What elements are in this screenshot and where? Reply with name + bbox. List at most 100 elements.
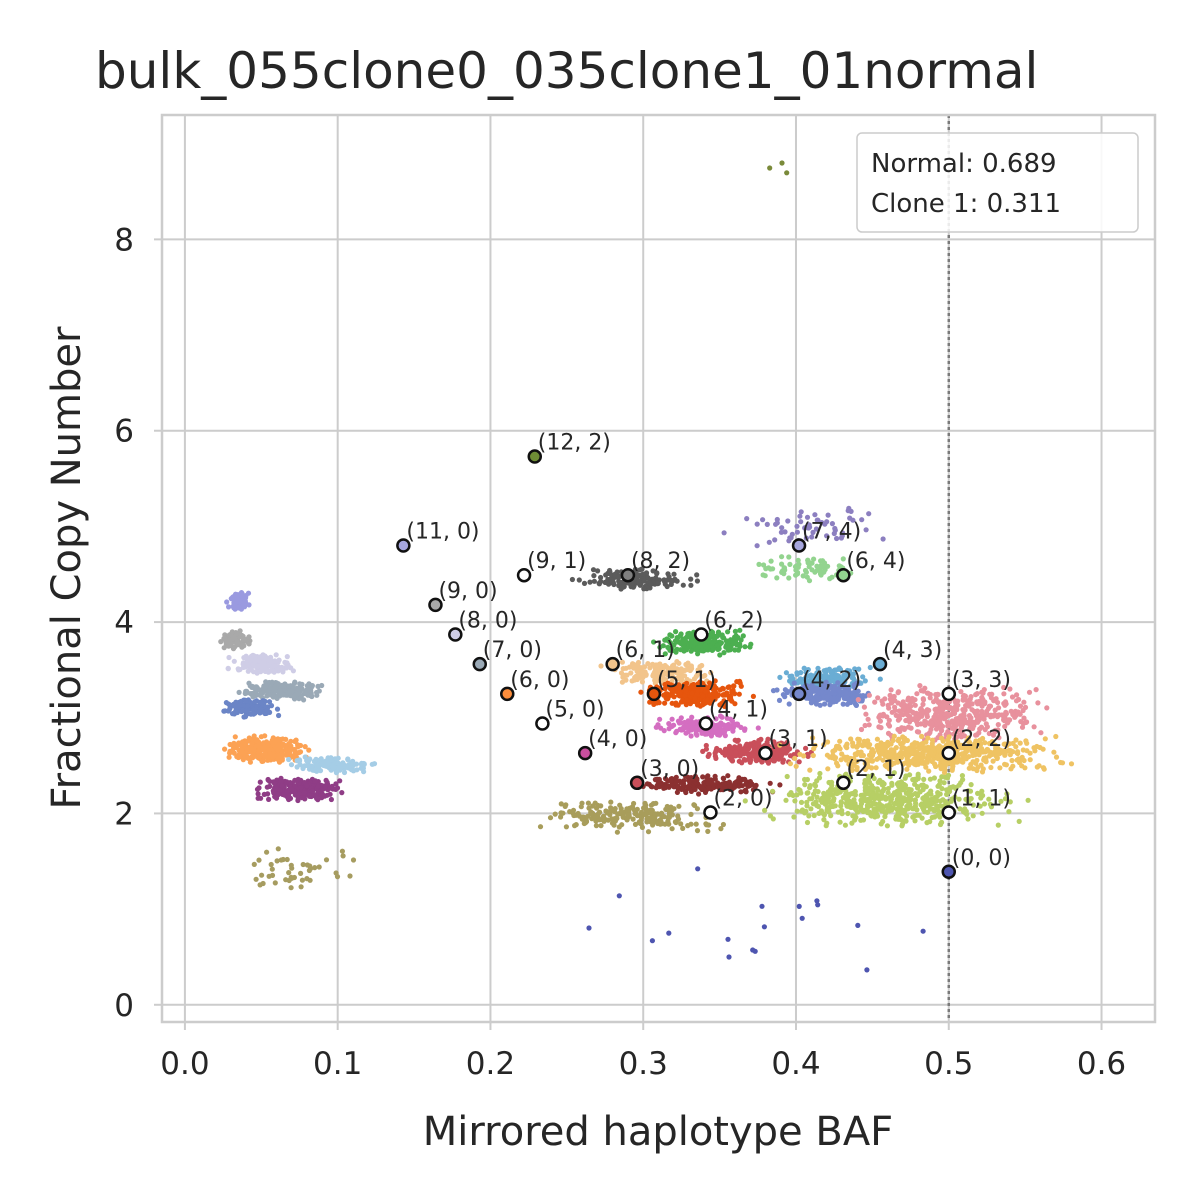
- data-point: [672, 638, 679, 644]
- data-point: [931, 699, 937, 705]
- data-point: [702, 672, 708, 679]
- data-point: [843, 791, 849, 798]
- data-point: [292, 783, 298, 789]
- data-point: [801, 665, 807, 671]
- data-point: [640, 571, 646, 577]
- cluster-center-label: (9, 0): [438, 579, 497, 604]
- data-point: [705, 828, 711, 835]
- data-point: [674, 675, 680, 681]
- data-point: [891, 733, 897, 739]
- data-point: [298, 884, 304, 890]
- data-point: [242, 599, 248, 605]
- data-point: [285, 793, 291, 799]
- data-point: [1002, 699, 1009, 705]
- data-point: [669, 671, 675, 677]
- data-point: [1017, 711, 1023, 717]
- data-point: [284, 665, 290, 671]
- data-point: [678, 647, 684, 653]
- data-point: [694, 732, 700, 738]
- data-point: [700, 774, 706, 780]
- cluster-center-marker: [836, 567, 851, 583]
- data-point: [315, 783, 321, 789]
- data-point: [684, 676, 690, 683]
- data-point: [254, 737, 260, 743]
- data-point: [804, 683, 810, 689]
- data-point: [760, 572, 766, 578]
- data-point: [1014, 692, 1020, 698]
- cluster-center-label: (8, 0): [458, 609, 517, 634]
- data-point: [750, 693, 757, 700]
- data-point: [312, 767, 318, 774]
- data-point: [908, 787, 914, 793]
- data-point: [965, 703, 971, 709]
- data-point: [815, 803, 822, 810]
- data-point: [617, 802, 623, 808]
- data-point: [692, 695, 698, 701]
- data-point: [744, 516, 750, 522]
- data-point: [821, 742, 827, 748]
- data-point: [961, 713, 967, 719]
- data-point: [235, 666, 241, 672]
- data-point: [840, 556, 846, 562]
- data-point: [779, 554, 785, 560]
- data-point: [319, 682, 325, 689]
- cluster-center-marker: [448, 627, 463, 642]
- data-point: [694, 572, 700, 578]
- data-point: [865, 764, 871, 770]
- cluster-center-marker: [941, 745, 957, 761]
- data-point: [940, 707, 946, 713]
- data-point: [279, 752, 285, 758]
- data-point: [271, 780, 277, 786]
- data-point: [784, 170, 790, 176]
- data-point: [865, 716, 871, 722]
- data-point: [733, 745, 739, 751]
- data-point: [683, 688, 689, 694]
- data-point: [852, 751, 858, 757]
- data-point: [901, 787, 907, 793]
- data-point: [782, 529, 788, 535]
- data-point: [653, 800, 659, 806]
- data-point: [721, 650, 727, 656]
- data-point: [978, 795, 984, 801]
- data-point: [251, 699, 258, 705]
- data-point: [874, 743, 880, 749]
- data-point: [688, 636, 694, 642]
- data-point: [707, 643, 713, 649]
- data-point: [980, 700, 986, 706]
- data-point: [333, 770, 339, 776]
- data-point: [935, 699, 941, 706]
- data-point: [785, 518, 791, 524]
- cluster-center-label: (3, 3): [952, 668, 1011, 693]
- data-point: [1027, 757, 1033, 763]
- data-point: [653, 724, 659, 730]
- data-point: [911, 758, 917, 764]
- data-point: [635, 659, 642, 666]
- data-point: [593, 823, 600, 829]
- data-point: [804, 678, 811, 684]
- data-point: [247, 657, 253, 663]
- data-point: [284, 654, 290, 660]
- data-point: [659, 821, 665, 827]
- data-point: [986, 753, 993, 759]
- data-point: [256, 658, 262, 664]
- data-point: [664, 696, 670, 702]
- data-point: [712, 776, 718, 782]
- data-point: [717, 747, 723, 754]
- data-point: [843, 771, 849, 777]
- data-point: [683, 667, 689, 673]
- data-point: [259, 653, 265, 660]
- data-point: [798, 799, 805, 806]
- data-point: [910, 777, 916, 783]
- data-point: [241, 714, 247, 720]
- data-point: [907, 772, 913, 778]
- data-point: [688, 663, 695, 669]
- data-point: [824, 795, 830, 801]
- data-point: [962, 707, 968, 713]
- data-point: [244, 662, 250, 668]
- scatter-points: [218, 160, 1075, 973]
- data-point: [989, 739, 995, 745]
- data-point: [796, 786, 802, 793]
- data-point: [552, 811, 558, 817]
- data-point: [819, 520, 825, 526]
- data-point: [942, 799, 949, 805]
